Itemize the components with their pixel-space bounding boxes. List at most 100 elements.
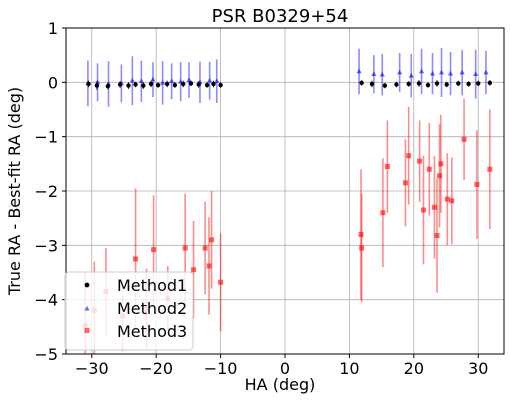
y-tick-label: −5 — [34, 345, 58, 364]
legend-label-method3: Method3 — [117, 322, 187, 341]
series-method2 — [85, 48, 489, 107]
data-point — [356, 68, 362, 74]
data-point — [417, 158, 423, 164]
data-point — [206, 263, 212, 269]
x-tick-label: 0 — [280, 359, 290, 378]
y-tick-label: 1 — [48, 19, 58, 38]
series-method1 — [86, 80, 493, 90]
data-point — [461, 136, 467, 142]
data-point — [129, 77, 135, 83]
data-point — [406, 153, 412, 159]
data-point — [202, 245, 208, 251]
y-tick-label: −4 — [34, 291, 58, 310]
data-point — [483, 69, 489, 75]
data-point — [426, 166, 432, 172]
data-point — [473, 71, 479, 76]
data-point — [211, 81, 216, 87]
data-point — [182, 245, 188, 251]
data-point — [487, 166, 493, 172]
legend-item-method1: Method1 — [84, 276, 187, 295]
data-point — [425, 82, 431, 88]
data-point — [133, 82, 138, 87]
data-point — [133, 256, 139, 262]
x-tick-label: −10 — [204, 359, 238, 378]
x-tick-label: 10 — [339, 359, 359, 378]
data-point — [150, 76, 156, 82]
legend-label-method1: Method1 — [117, 276, 187, 295]
data-point — [379, 71, 385, 77]
data-point — [429, 70, 436, 76]
data-point — [181, 81, 186, 87]
legend-box — [64, 271, 194, 351]
y-axis-label: True RA - Best-fit RA (deg) — [5, 87, 24, 296]
data-point — [397, 69, 403, 75]
data-point — [456, 81, 461, 86]
data-point — [431, 204, 437, 210]
data-point — [466, 81, 471, 87]
data-point — [126, 83, 131, 88]
data-point — [416, 81, 422, 86]
data-point — [94, 83, 100, 88]
data-point — [384, 164, 390, 170]
data-point — [359, 80, 364, 86]
data-point — [209, 237, 215, 243]
data-point — [444, 196, 450, 202]
data-point — [474, 181, 480, 187]
data-point — [218, 82, 223, 88]
data-point — [155, 82, 161, 88]
data-point — [148, 81, 154, 87]
legend-label-method2: Method2 — [117, 299, 187, 318]
chart-title: PSR B0329+54 — [212, 6, 349, 27]
data-point — [172, 82, 178, 88]
x-tick-label: 30 — [468, 359, 488, 378]
data-point — [408, 73, 414, 78]
y-tick-label: −3 — [34, 236, 58, 255]
data-point — [164, 81, 170, 87]
data-point — [207, 77, 213, 83]
data-point — [371, 71, 377, 76]
data-point — [420, 207, 426, 213]
data-point — [382, 83, 388, 88]
data-point — [141, 83, 146, 88]
data-point — [86, 81, 91, 87]
y-tick-label: 0 — [48, 73, 58, 92]
data-point — [151, 247, 157, 253]
data-point — [196, 82, 201, 87]
data-point — [160, 80, 166, 85]
data-point — [476, 81, 481, 86]
legend-marker-method2 — [84, 306, 90, 311]
x-tick-label: −30 — [75, 359, 109, 378]
x-tick-label: −20 — [139, 359, 173, 378]
x-axis-label: HA (deg) — [245, 375, 316, 394]
data-point — [380, 210, 386, 216]
data-point — [418, 68, 425, 74]
data-point — [359, 245, 365, 251]
data-point — [191, 267, 197, 273]
data-point — [444, 82, 449, 87]
data-point — [434, 81, 440, 86]
data-point — [487, 80, 493, 86]
legend-marker-method1 — [84, 282, 90, 288]
data-point — [169, 78, 175, 84]
data-point — [369, 81, 375, 87]
data-point — [394, 82, 399, 87]
data-point — [214, 78, 220, 84]
data-point — [447, 70, 454, 76]
data-point — [186, 77, 192, 82]
data-point — [406, 81, 411, 87]
data-point — [437, 173, 443, 179]
data-point — [449, 198, 455, 204]
data-point — [434, 233, 440, 239]
data-point — [438, 69, 445, 75]
data-point — [105, 83, 111, 89]
y-tick-label: −1 — [34, 128, 58, 147]
legend: Method1 Method2 Method3 — [64, 271, 194, 351]
data-point — [117, 82, 123, 87]
legend-item-method3: Method3 — [84, 322, 187, 341]
x-tick-label: 20 — [404, 359, 424, 378]
data-point — [94, 79, 101, 85]
legend-item-method2: Method2 — [84, 299, 187, 318]
axis-ticks: −30 −20 −10 0 10 20 30−5−4−3−2−101 — [34, 19, 488, 378]
data-point — [218, 279, 224, 285]
